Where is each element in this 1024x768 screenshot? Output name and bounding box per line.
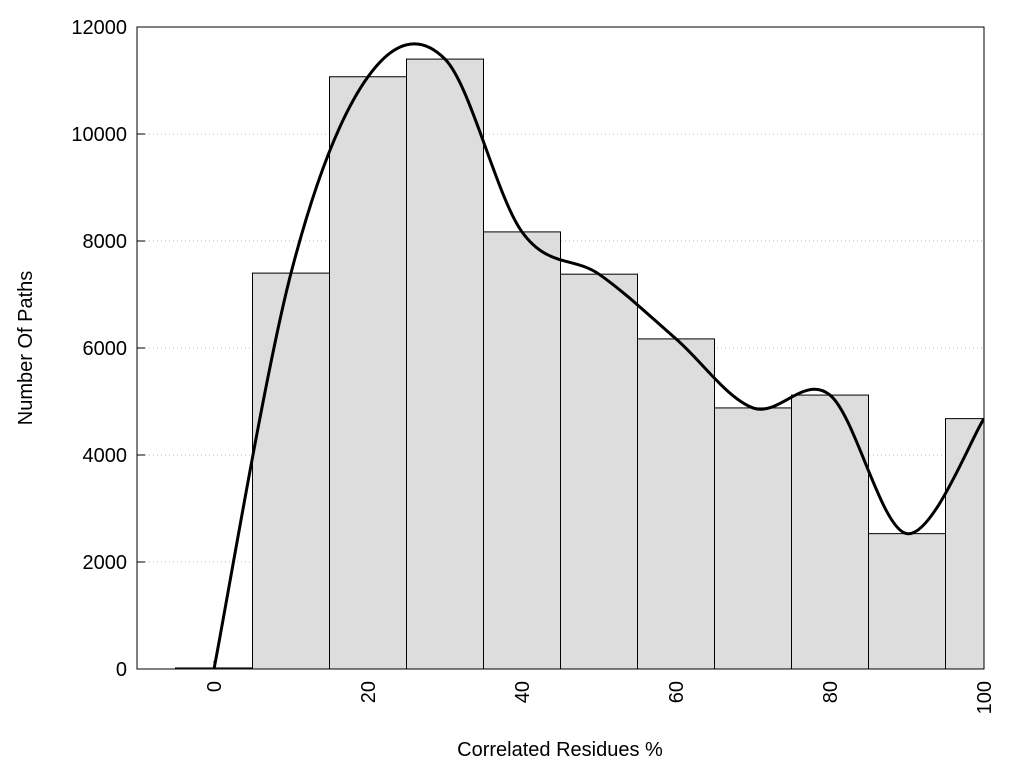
bar bbox=[329, 76, 407, 669]
x-tick-label: 80 bbox=[820, 681, 842, 703]
bar bbox=[791, 394, 869, 669]
density-curve bbox=[212, 42, 984, 669]
x-tick-label: 20 bbox=[358, 681, 380, 703]
bar bbox=[714, 407, 792, 669]
y-tick-label: 0 bbox=[116, 659, 127, 681]
y-tick-label: 2000 bbox=[83, 552, 128, 574]
plot-area bbox=[175, 42, 984, 669]
bar bbox=[483, 231, 561, 669]
bar bbox=[868, 533, 946, 669]
y-tick-label: 10000 bbox=[71, 124, 127, 146]
y-tick-label: 12000 bbox=[71, 17, 127, 39]
bar bbox=[945, 418, 984, 669]
x-tick-label: 40 bbox=[512, 681, 534, 703]
plot-frame bbox=[136, 26, 985, 670]
y-tick-label: 8000 bbox=[83, 231, 128, 253]
bar bbox=[637, 338, 715, 669]
y-axis-label: Number Of Paths bbox=[15, 271, 37, 426]
x-tick-label: 0 bbox=[204, 681, 226, 692]
y-tick-label: 6000 bbox=[83, 338, 128, 360]
x-axis-label: Correlated Residues % bbox=[457, 739, 663, 761]
bar bbox=[252, 272, 330, 669]
x-tick-label: 60 bbox=[666, 681, 688, 703]
y-tick-label: 4000 bbox=[83, 445, 128, 467]
bar bbox=[560, 273, 638, 669]
bar bbox=[406, 58, 484, 669]
x-tick-label: 100 bbox=[974, 681, 996, 714]
